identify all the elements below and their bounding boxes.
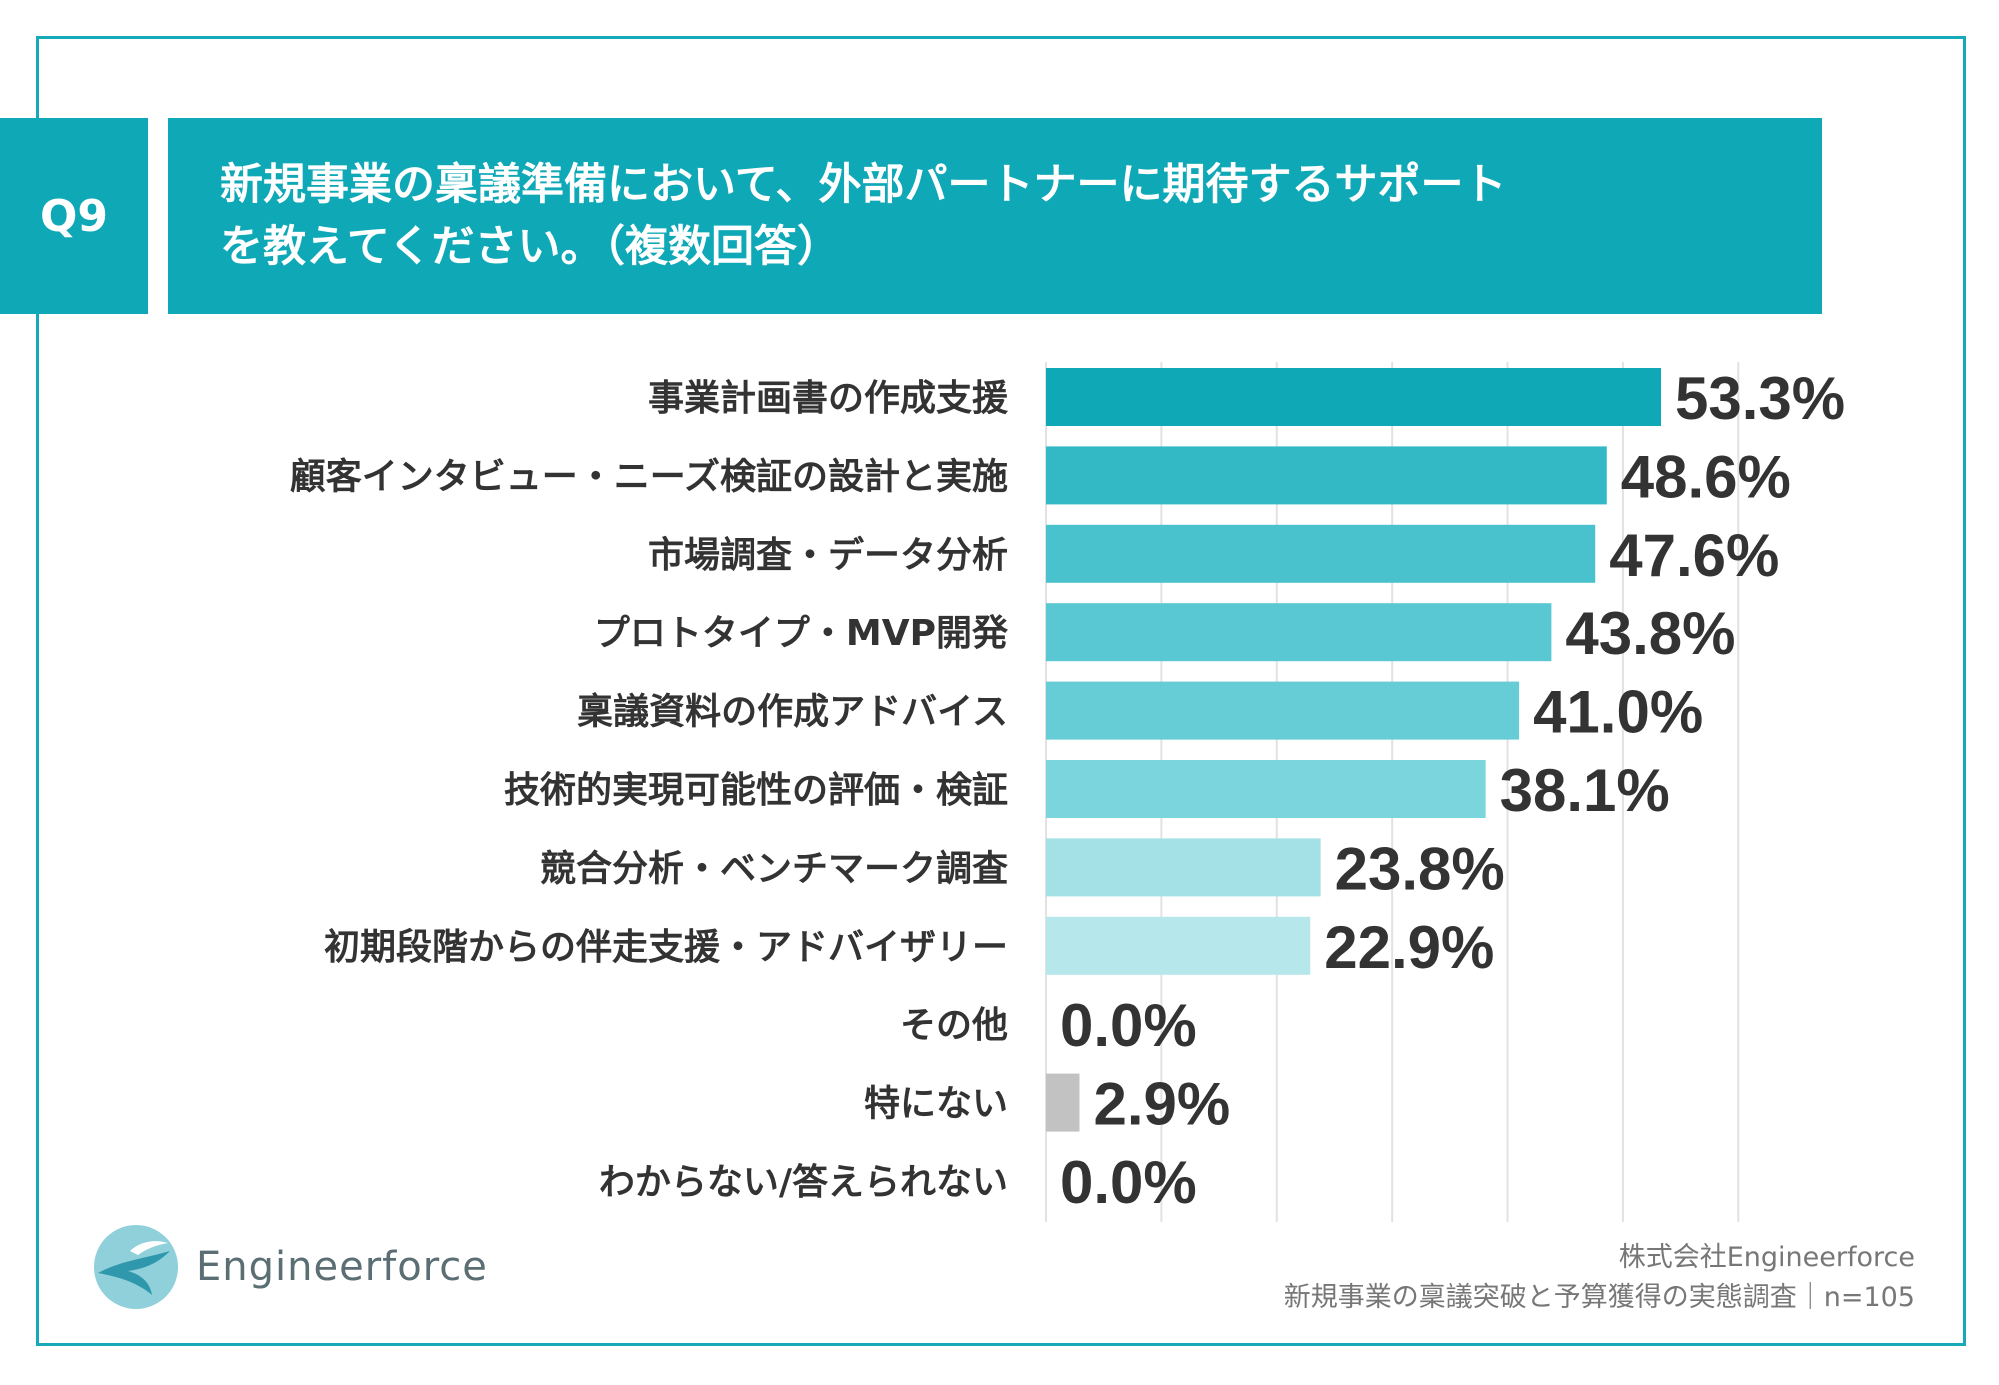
category-label: プロトタイプ・MVP開発 — [594, 613, 1009, 654]
question-badge: Q9 — [0, 118, 148, 314]
bar — [1046, 760, 1486, 818]
bar — [1046, 916, 1311, 975]
value-label: 23.8% — [1335, 835, 1505, 902]
bar — [1046, 368, 1661, 426]
question-title-line-1: 新規事業の稟議準備において、外部パートナーに期待するサポート — [220, 160, 1507, 210]
category-label: 特にない — [864, 1084, 1008, 1125]
value-label: 0.0% — [1060, 1149, 1197, 1216]
logo-text: Engineerforce — [196, 1244, 488, 1290]
source-company: 株式会社Engineerforce — [1618, 1242, 1915, 1273]
source-note: 株式会社Engineerforce 新規事業の稟議突破と予算獲得の実態調査｜n=… — [1284, 1238, 1915, 1318]
question-number: Q9 — [39, 190, 109, 242]
bar — [1046, 524, 1596, 583]
outer-frame — [36, 36, 1966, 1346]
value-label: 53.3% — [1675, 365, 1845, 432]
bar — [1046, 1073, 1080, 1132]
source-survey: 新規事業の稟議突破と予算獲得の実態調査｜n=105 — [1283, 1282, 1915, 1313]
value-label: 2.9% — [1093, 1071, 1230, 1138]
value-label: 47.6% — [1609, 522, 1779, 589]
value-label: 48.6% — [1621, 443, 1791, 510]
category-label: 顧客インタビュー・ニーズ検証の設計と実施 — [290, 455, 1008, 497]
value-label: 43.8% — [1565, 600, 1735, 667]
value-label: 0.0% — [1060, 992, 1197, 1059]
question-title-line-2: を教えてください。（複数回答） — [220, 222, 841, 272]
category-label: その他 — [900, 1005, 1008, 1046]
category-label: 競合分析・ベンチマーク調査 — [540, 848, 1008, 889]
category-label: 技術的実現可能性の評価・検証 — [504, 770, 1008, 811]
category-label: 初期段階からの伴走支援・アドバイザリー — [324, 927, 1008, 968]
bar — [1046, 838, 1321, 897]
value-label: 22.9% — [1324, 914, 1494, 981]
bar — [1046, 446, 1607, 505]
engineerforce-logo: Engineerforce — [90, 1222, 490, 1312]
category-label: 事業計画書の作成支援 — [648, 378, 1009, 419]
value-label: 41.0% — [1533, 679, 1703, 746]
bird-logo-icon — [94, 1225, 178, 1309]
value-label: 38.1% — [1500, 757, 1670, 824]
bar — [1046, 603, 1552, 662]
category-label: 市場調査・データ分析 — [648, 534, 1008, 576]
category-label: 稟議資料の作成アドバイス — [577, 691, 1008, 733]
bar — [1046, 681, 1520, 740]
question-title: 新規事業の稟議準備において、外部パートナーに期待するサポート を教えてください。… — [168, 118, 1822, 314]
category-label: わからない/答えられない — [599, 1162, 1008, 1203]
